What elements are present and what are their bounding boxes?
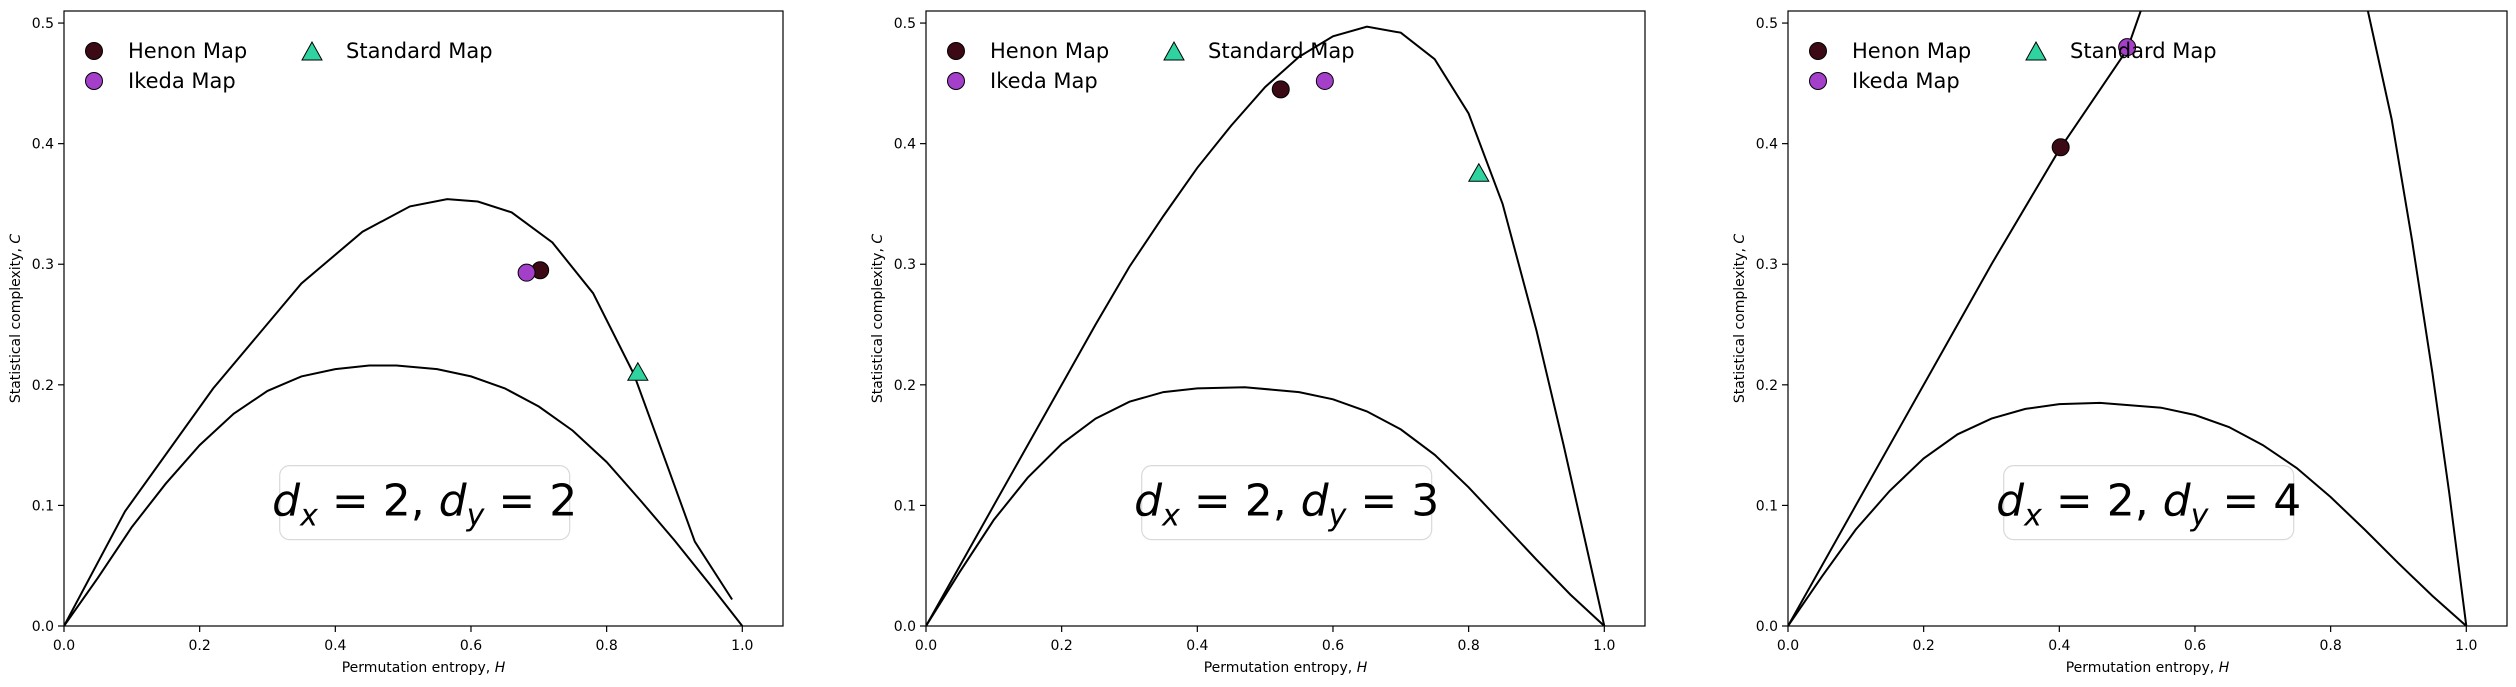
lower-bound-curve <box>926 386 1605 626</box>
x-axis-label: Permutation entropy, H <box>342 660 506 676</box>
legend-marker-triangle <box>1163 40 1185 61</box>
annotation-label: dx = 2, dy = 4 <box>1996 476 2301 534</box>
axes-frame <box>925 10 1646 627</box>
y-tick-label: 0.5 <box>894 16 916 32</box>
legend-marker-circle <box>85 42 103 60</box>
legend-label: Henon Map <box>1852 39 1971 63</box>
y-tick-label: 0.2 <box>894 378 916 394</box>
upper-bound-curve-right <box>2366 11 2468 626</box>
legend-label: Henon Map <box>128 39 247 63</box>
y-axis-label: Statistical complexity, C <box>8 234 24 404</box>
x-axis-label: Permutation entropy, H <box>1204 660 1368 676</box>
x-tick-label: 0.0 <box>1777 638 1799 654</box>
axes-frame <box>1787 10 2508 627</box>
y-tick-label: 0.4 <box>1756 137 1778 153</box>
x-tick-label: 0.2 <box>189 638 211 654</box>
chart-panel-2: 0.0 0.2 0.4 0.6 0.8 1.0 0.0 0.1 0.2 0.3 0.4 0.5 Perm… <box>870 10 1646 676</box>
x-tick-label: 0.6 <box>2184 638 2206 654</box>
y-axis-label: Statistical complexity, C <box>870 234 886 404</box>
y-tick-label: 0.4 <box>32 137 54 153</box>
legend: Henon Map Ikeda Map Standard Map <box>85 39 493 93</box>
legend-marker-circle <box>1809 42 1827 60</box>
lower-bound-curve <box>64 364 744 626</box>
upper-bound-curve <box>64 198 733 626</box>
data-point-henon-map <box>2051 138 2070 157</box>
data-point-ikeda-map <box>1315 71 1334 90</box>
x-tick-label: 0.0 <box>53 638 75 654</box>
legend-label: Ikeda Map <box>990 69 1098 93</box>
legend-marker-triangle <box>301 40 323 61</box>
y-tick-label: 0.3 <box>894 257 916 273</box>
y-tick-label: 0.2 <box>1756 378 1778 394</box>
x-tick-label: 1.0 <box>731 638 753 654</box>
x-tick-label: 0.8 <box>596 638 618 654</box>
y-tick-label: 0.5 <box>1756 16 1778 32</box>
annotation-box <box>1141 465 1433 541</box>
legend-label: Standard Map <box>2070 39 2217 63</box>
x-tick-label: 0.8 <box>1458 638 1480 654</box>
annotation-box <box>2003 465 2295 541</box>
legend: Henon Map Ikeda Map Standard Map <box>1809 39 2217 93</box>
annotation-label: dx = 2, dy = 3 <box>1134 476 1439 534</box>
axes-frame <box>63 10 784 627</box>
data-point-ikeda-map <box>2118 38 2137 57</box>
x-tick-label: 1.0 <box>2455 638 2477 654</box>
x-tick-label: 0.4 <box>2048 638 2070 654</box>
legend: Henon Map Ikeda Map Standard Map <box>947 39 1355 93</box>
y-tick-label: 0.2 <box>32 378 54 394</box>
x-tick-label: 0.6 <box>1322 638 1344 654</box>
x-tick-label: 0.8 <box>2320 638 2342 654</box>
y-tick-label: 0.3 <box>1756 257 1778 273</box>
legend-label: Standard Map <box>346 39 493 63</box>
legend-label: Ikeda Map <box>128 69 236 93</box>
chart-panel-3: 0.0 0.2 0.4 0.6 0.8 1.0 0.0 0.1 0.2 0.3 0.4 0.5 Perm… <box>1732 10 2508 676</box>
legend-label: Ikeda Map <box>1852 69 1960 93</box>
y-axis-label: Statistical complexity, C <box>1732 234 1748 404</box>
y-tick-label: 0.1 <box>894 498 916 514</box>
legend-marker-circle <box>947 72 965 90</box>
data-point-ikeda-map <box>517 263 536 282</box>
x-tick-label: 0.6 <box>460 638 482 654</box>
x-axis-label: Permutation entropy, H <box>2066 660 2230 676</box>
y-tick-label: 0.0 <box>1756 619 1778 635</box>
y-tick-label: 0.0 <box>894 619 916 635</box>
y-tick-label: 0.4 <box>894 137 916 153</box>
legend-label: Standard Map <box>1208 39 1355 63</box>
x-tick-label: 0.0 <box>915 638 937 654</box>
chart-panel-1: 0.0 0.2 0.4 0.6 0.8 1.0 0.0 0.1 0.2 0.3 0.4 0.5 Perm… <box>8 10 784 676</box>
legend-marker-circle <box>85 72 103 90</box>
annotation-label: dx = 2, dy = 2 <box>272 476 577 534</box>
legend-marker-triangle <box>2025 40 2047 61</box>
lower-bound-curve <box>1788 401 2467 626</box>
annotation-box <box>279 465 571 541</box>
x-tick-label: 0.2 <box>1051 638 1073 654</box>
y-tick-label: 0.1 <box>1756 498 1778 514</box>
data-point-standard-map <box>626 361 649 381</box>
legend-marker-circle <box>947 42 965 60</box>
legend-label: Henon Map <box>990 39 1109 63</box>
legend-marker-circle <box>1809 72 1827 90</box>
upper-bound-curve <box>926 25 1606 626</box>
data-point-henon-map <box>1271 80 1290 99</box>
x-tick-label: 0.2 <box>1913 638 1935 654</box>
y-tick-label: 0.0 <box>32 619 54 635</box>
x-tick-label: 1.0 <box>1593 638 1615 654</box>
x-tick-label: 0.4 <box>1186 638 1208 654</box>
y-tick-label: 0.3 <box>32 257 54 273</box>
x-tick-label: 0.4 <box>324 638 346 654</box>
y-tick-label: 0.5 <box>32 16 54 32</box>
data-point-standard-map <box>1467 162 1490 182</box>
y-tick-label: 0.1 <box>32 498 54 514</box>
